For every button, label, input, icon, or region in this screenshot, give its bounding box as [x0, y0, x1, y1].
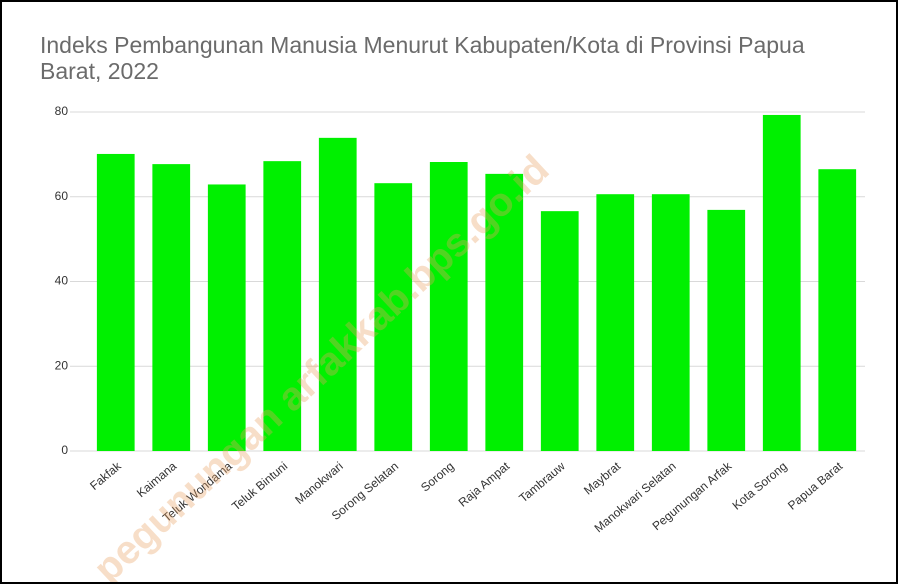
bar	[374, 183, 413, 451]
y-tick-label: 40	[55, 274, 69, 288]
x-tick-label: Manokwari	[292, 459, 345, 507]
bar	[429, 162, 468, 451]
chart-title: Indeks Pembangunan Manusia Menurut Kabup…	[40, 32, 805, 84]
bar	[707, 209, 746, 451]
bar	[318, 137, 357, 451]
bar	[818, 169, 857, 452]
x-tick-label: Kota Sorong	[730, 459, 790, 513]
bar	[96, 153, 135, 452]
bar	[263, 161, 302, 451]
x-tick-label: Fakfak	[87, 458, 124, 493]
x-tick-label: Raja Ampat	[456, 459, 513, 510]
bar	[152, 164, 191, 451]
bar	[596, 194, 635, 451]
bar	[540, 211, 579, 451]
y-tick-label: 60	[55, 189, 69, 203]
bar	[485, 173, 524, 451]
bar	[651, 194, 690, 451]
bar	[762, 114, 801, 451]
x-tick-label: Sorong	[418, 459, 457, 495]
x-tick-label: Papua Barat	[785, 459, 846, 513]
y-tick-label: 80	[55, 104, 69, 118]
y-tick-label: 20	[55, 358, 69, 372]
x-tick-label: Maybrat	[581, 459, 624, 498]
x-tick-label: Tambrauw	[516, 459, 568, 506]
bar	[207, 184, 246, 451]
y-tick-label: 0	[61, 443, 68, 457]
